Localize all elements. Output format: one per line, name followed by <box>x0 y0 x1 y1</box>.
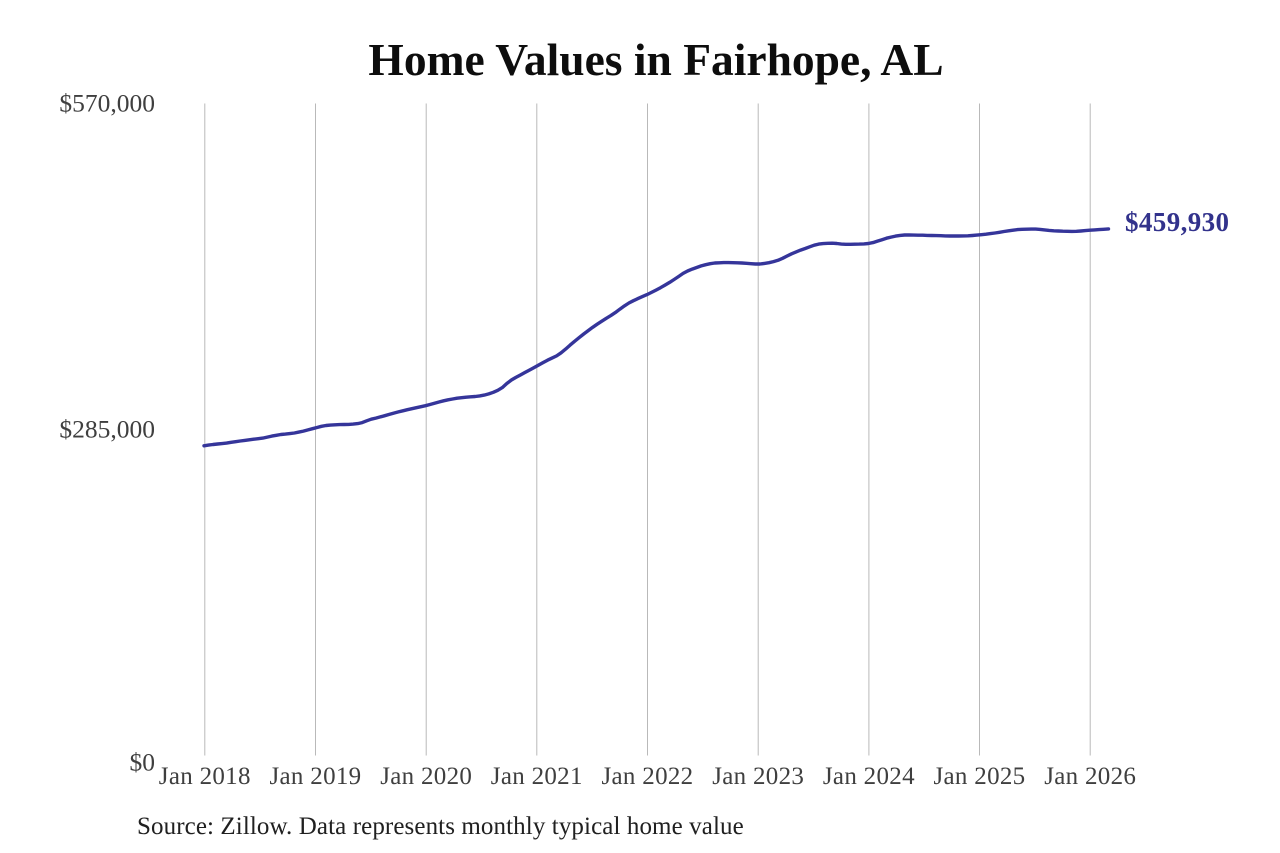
svg-text:Jan 2019: Jan 2019 <box>270 763 362 790</box>
svg-text:Jan 2025: Jan 2025 <box>934 763 1026 790</box>
svg-text:Jan 2020: Jan 2020 <box>380 763 472 790</box>
svg-text:Jan 2018: Jan 2018 <box>159 763 251 790</box>
svg-text:Home Values in Fairhope, AL: Home Values in Fairhope, AL <box>368 34 943 85</box>
svg-text:Jan 2022: Jan 2022 <box>602 763 694 790</box>
svg-text:Jan 2026: Jan 2026 <box>1044 763 1136 790</box>
svg-text:$285,000: $285,000 <box>59 415 155 444</box>
svg-text:Jan 2024: Jan 2024 <box>823 763 915 790</box>
svg-text:Jan 2021: Jan 2021 <box>491 763 583 790</box>
svg-text:$459,930: $459,930 <box>1125 207 1229 237</box>
svg-text:$0: $0 <box>130 748 156 777</box>
svg-text:Jan 2023: Jan 2023 <box>712 763 804 790</box>
svg-text:$570,000: $570,000 <box>59 89 155 118</box>
svg-text:Source: Zillow. Data represent: Source: Zillow. Data represents monthly … <box>137 813 744 840</box>
